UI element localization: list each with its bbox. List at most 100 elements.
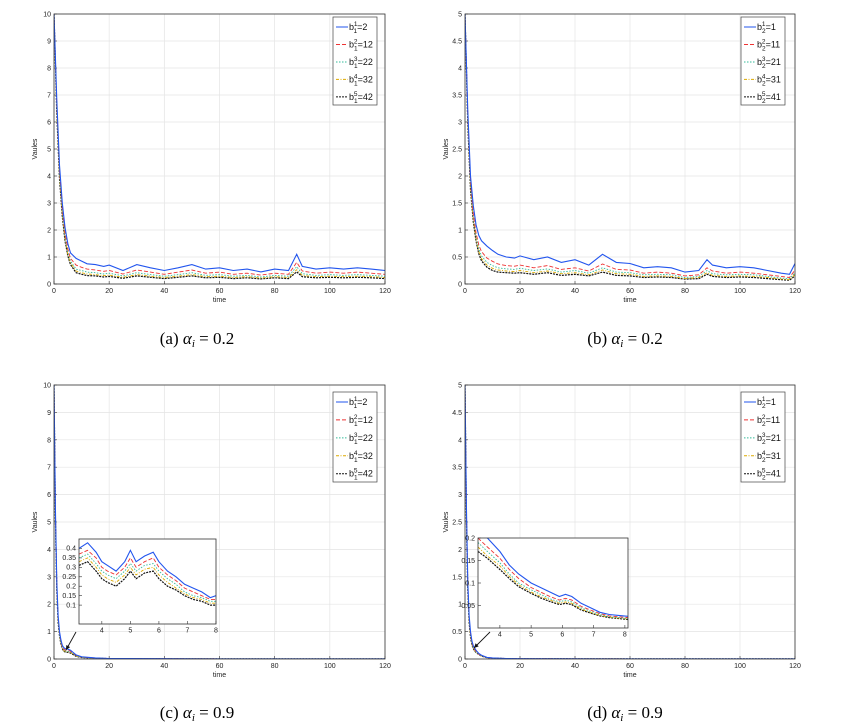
legend-subscript: 1 [353,403,357,410]
legend-symbol: b [757,57,762,67]
legend-superscript: 2 [354,414,358,421]
panel-d-inset-x-tick-label: 8 [623,632,627,639]
panel-b-legend-box [740,16,786,106]
panel-c-legend-label-4: b4 1=32 [349,450,373,464]
panel-c-x-tick-label: 120 [379,663,391,670]
panel-a-y-tick-label: 7 [47,92,51,99]
legend-symbol: b [349,22,354,32]
legend-value: =42 [358,469,373,479]
panel-d-inset-y-tick-label: 0.1 [465,580,475,587]
legend-superscript: 3 [354,432,358,439]
panel-a-x-tick-label: 40 [160,288,168,295]
panel-c-y-tick-label: 5 [47,519,51,526]
panel-a-legend-label-5: b5 1=42 [349,91,373,105]
panel-c-caption: (c) αi = 0.9 [160,703,234,724]
legend-value: =1 [766,397,776,407]
panel-d-inset-series-line-1 [486,538,628,617]
panel-b-legend-label-4: b4 2=31 [757,73,781,87]
panel-a-series-line-5 [54,14,385,280]
panel-b-x-axis-label: time [623,297,636,304]
panel-c-inset-x-tick-label: 6 [157,628,161,635]
panel-b-series-line-5 [465,14,795,281]
panel-c-inset-y-tick-label: 0.1 [66,602,76,609]
panel-d-legend-label-2: b2 2=11 [757,414,780,428]
panel-c-inset-y-tick-label: 0.3 [66,565,76,572]
panel-a-y-tick-label: 10 [43,11,51,18]
panel-c-x-tick-label: 100 [324,663,336,670]
legend-subscript: 2 [762,421,766,428]
panel-d-x-tick-label: 40 [571,663,579,670]
panel-b-y-tick-label: 2.5 [452,146,462,153]
legend-symbol: b [349,57,354,67]
panel-b-series-line-2 [465,14,795,278]
panel-b-y-axis-label: Vaules [443,138,450,159]
panel-c-y-tick-label: 6 [47,492,51,499]
panel-b-y-tick-label: 3.5 [452,92,462,99]
legend-subscript: 2 [762,80,766,87]
legend-value: =41 [766,469,781,479]
panel-c-inset-y-tick-label: 0.25 [62,574,76,581]
panel-b-y-tick-label: 3 [458,119,462,126]
caption-value: = 0.9 [623,703,662,722]
panel-c-legend-box [332,391,378,483]
legend-value: =21 [766,433,781,443]
panel-d: 0 20 40 60 80 100 120 0 0.5 1 1.5 2 2.5 3 3.5 4 4.5 5 time… [443,382,801,724]
legend-symbol: b [757,397,762,407]
panel-a-y-tick-label: 2 [47,227,51,234]
panel-d-x-tick-label: 20 [516,663,524,670]
panel-c-y-axis-label: Vaules [32,511,39,532]
panel-c-inset-x-tick-label: 5 [128,628,132,635]
panel-a-y-tick-label: 5 [47,146,51,153]
panel-c-x-tick-label: 60 [216,663,224,670]
panel-a-legend-label-4: b4 1=32 [349,73,373,87]
panel-c-axes-frame [53,384,386,660]
panel-d-inset-y-tick-label: 0.15 [461,558,475,565]
panel-b-y-tick-label: 1 [458,227,462,234]
panel-c-y-tick-label: 1 [47,629,51,636]
panel-c-inset: 4 5 6 7 8 0.1 0.15 0.2 0.25 0.3 0.35 0.4 [62,538,218,651]
legend-symbol: b [757,74,762,84]
panel-c-legend-label-5: b5 1=42 [349,468,373,482]
panel-c-y-tick-label: 10 [43,382,51,389]
panel-d-zoom-arrow-head [474,643,479,648]
legend-symbol: b [757,22,762,32]
panel-d-inset-series-line-2 [478,538,628,619]
panel-c-x-tick-label: 0 [52,663,56,670]
legend-value: =11 [766,415,781,425]
legend-symbol: b [757,433,762,443]
legend-subscript: 2 [762,457,766,464]
caption-value: = 0.2 [623,329,662,348]
panel-c-inset-series-line-2 [79,549,216,600]
legend-symbol: b [757,92,762,102]
panel-b: 0 20 40 60 80 100 120 0 0.5 1 1.5 2 2.5 3 3.5 4 4.5 5 time… [443,11,801,350]
panel-a-x-tick-label: 0 [52,288,56,295]
panel-b-x-tick-label: 80 [681,288,689,295]
legend-subscript: 1 [354,439,358,446]
panel-a-caption: (a) αi = 0.2 [160,329,234,350]
panel-c-legend-label-3: b3 1=22 [349,432,373,446]
panel-c-inset-series-line-5 [79,560,216,606]
panel-c-inset-x-tick-label: 8 [214,628,218,635]
caption-subscript: i [192,338,195,350]
panel-a-series-line-4 [54,14,385,279]
panel-d-y-tick-label: 4.5 [452,410,462,417]
panel-b-legend-label-3: b3 2=21 [757,56,781,70]
legend-subscript: 1 [354,421,358,428]
panel-c-inset-y-tick-label: 0.2 [66,583,76,590]
caption-subscript: i [620,712,623,724]
caption-value: = 0.9 [195,703,234,722]
panel-d-inset-x-tick-label: 7 [592,632,596,639]
panel-d-x-tick-label: 0 [463,663,467,670]
panel-d-axes-frame [464,384,796,660]
panel-a-legend-label-2: b2 1=12 [349,38,373,52]
panel-d-x-tick-label: 60 [626,663,634,670]
panel-b-x-tick-label: 60 [626,288,634,295]
legend-value: =32 [358,74,373,84]
legend-subscript: 2 [762,439,766,446]
legend-superscript: 4 [762,450,766,457]
legend-subscript: 1 [353,28,357,35]
legend-value: =41 [766,92,781,102]
panel-a-axes-frame [53,13,386,285]
panel-d-inset-series-line-3 [478,542,628,619]
